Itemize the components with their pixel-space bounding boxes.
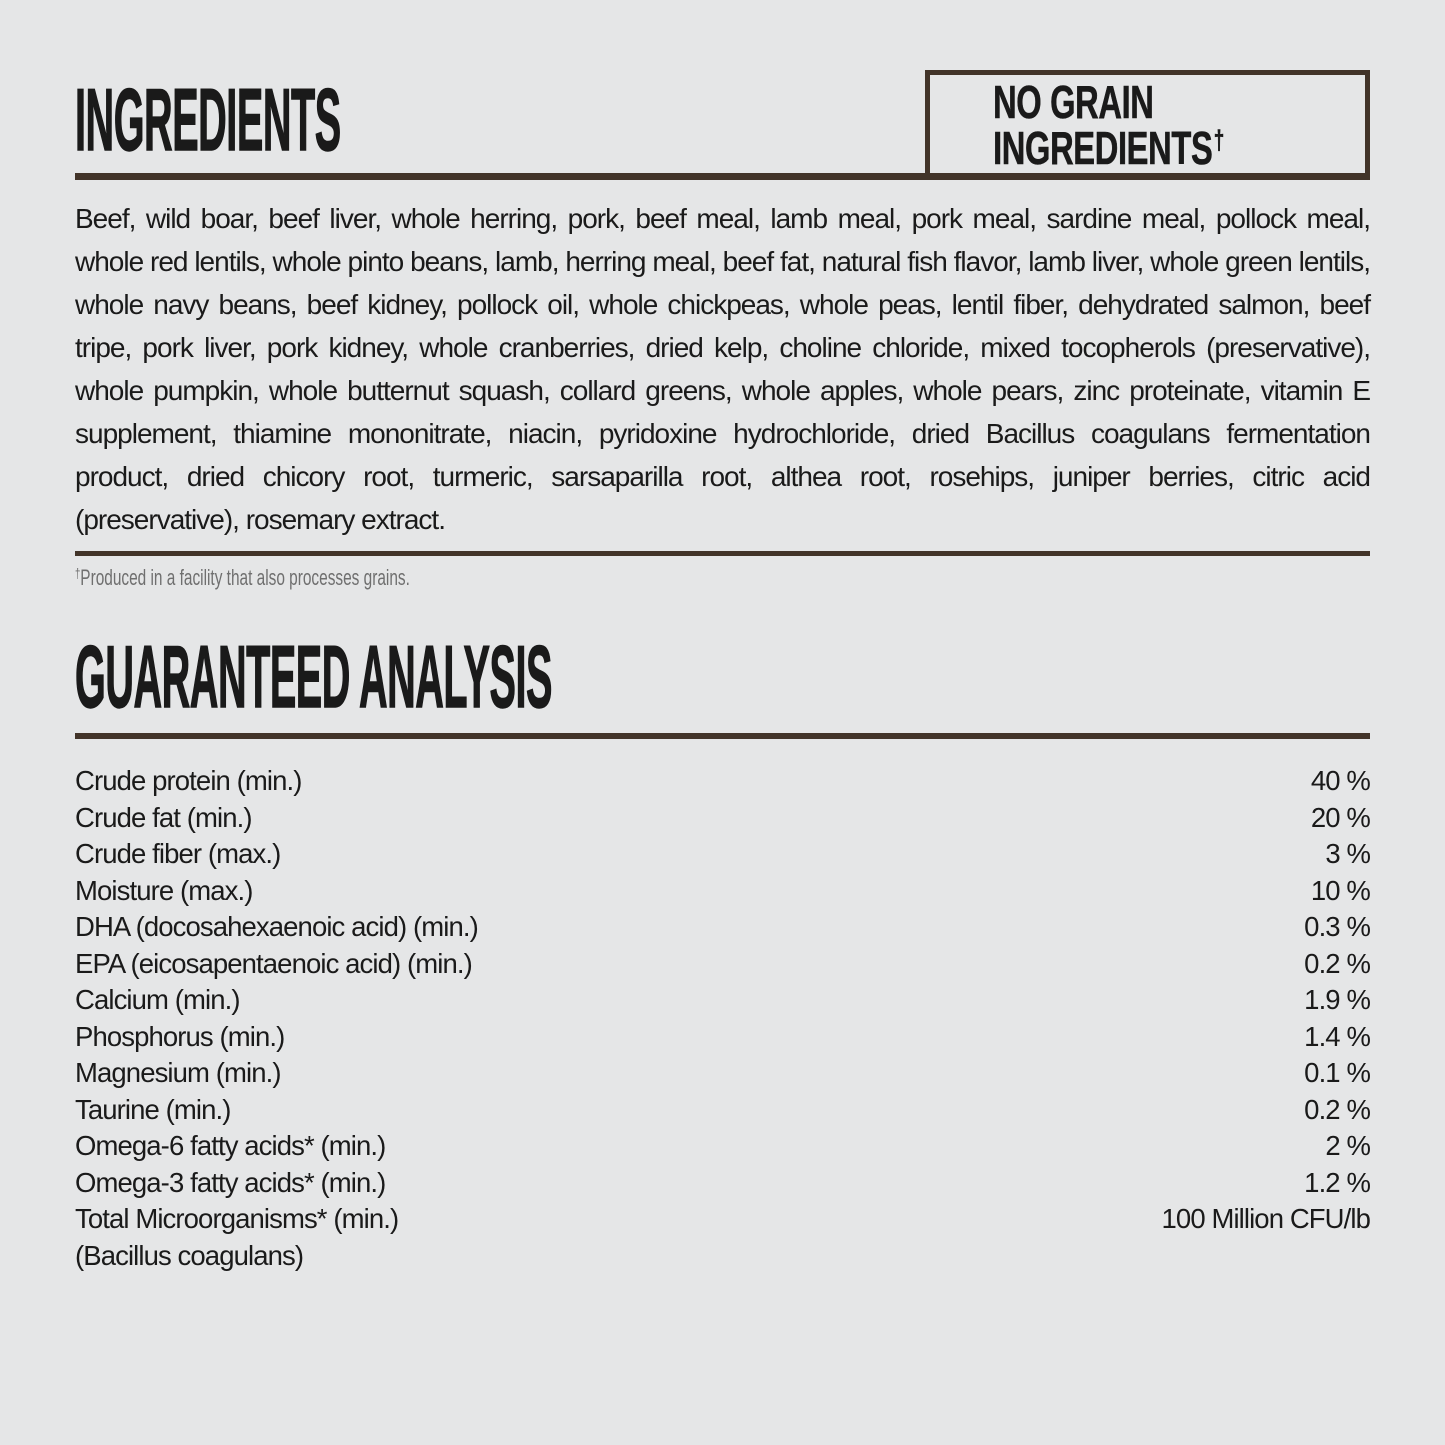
grain-facility-footnote: †Produced in a facility that also proces… [75, 565, 410, 590]
analysis-label: Calcium (min.) [75, 984, 241, 1015]
analysis-label: Magnesium (min.) [75, 1057, 282, 1088]
footnote-divider-rule [75, 551, 1370, 556]
dagger-mark: † [1213, 125, 1225, 156]
guaranteed-analysis-section-title: GUARANTEED ANALYSIS [75, 627, 1135, 726]
analysis-value: 1.2 % [1304, 1166, 1371, 1198]
table-row: Calcium (min.) 1.9 % [75, 982, 1371, 1019]
analysis-value: 0.2 % [1304, 947, 1371, 979]
analysis-label: Taurine (min.) [75, 1093, 231, 1125]
analysis-label: EPA (eicosapentaenoic acid) (min.) [75, 947, 473, 979]
analysis-label: Omega-3 fatty acids* (min.) [75, 1166, 386, 1198]
analysis-value: 10 % [1310, 874, 1371, 906]
table-row: Moisture (max.) 10 % [75, 873, 1371, 910]
analysis-label: Total Microorganisms* (min.) [75, 1203, 399, 1234]
analysis-label: Crude fat (min.) [75, 801, 253, 833]
dagger-mark: † [75, 566, 81, 582]
analysis-divider-rule [75, 733, 1370, 739]
analysis-label: Phosphorus (min.) [75, 1020, 285, 1052]
analysis-label: DHA (docosahexaenoic acid) (min.) [75, 911, 479, 942]
ingredients-divider-rule [75, 173, 1370, 180]
analysis-label: (Bacillus coagulans) [75, 1239, 304, 1271]
analysis-label: Omega-6 fatty acids* (min.) [75, 1130, 386, 1161]
table-row: Crude fiber (max.) 3 % [75, 836, 1371, 873]
guaranteed-analysis-table: Crude protein (min.) 40 % Crude fat (min… [75, 763, 1371, 1275]
analysis-value: 0.2 % [1304, 1093, 1371, 1125]
analysis-label: Crude protein (min.) [75, 765, 302, 796]
table-row: EPA (eicosapentaenoic acid) (min.) 0.2 % [75, 946, 1371, 983]
analysis-value: 20 % [1310, 801, 1371, 833]
table-row: Crude fat (min.) 20 % [75, 800, 1371, 837]
analysis-label: Crude fiber (max.) [75, 838, 281, 869]
table-row: DHA (docosahexaenoic acid) (min.) 0.3 % [75, 909, 1371, 946]
table-row: (Bacillus coagulans) [75, 1238, 1370, 1275]
analysis-value: 100 Million CFU/lb [1161, 1203, 1371, 1234]
analysis-value: 0.3 % [1304, 911, 1371, 942]
analysis-value: 1.4 % [1304, 1020, 1371, 1052]
table-row: Crude protein (min.) 40 % [75, 763, 1371, 800]
no-grain-badge: NO GRAIN INGREDIENTS† [925, 70, 1370, 180]
analysis-value: 3 % [1325, 838, 1371, 869]
analysis-value: 2 % [1325, 1130, 1371, 1161]
ingredients-section-title: INGREDIENTS [75, 70, 665, 169]
analysis-label: Moisture (max.) [75, 874, 253, 906]
table-row: Omega-3 fatty acids* (min.) 1.2 % [75, 1165, 1371, 1202]
no-grain-badge-text: NO GRAIN INGREDIENTS† [993, 76, 1225, 174]
ingredients-list-paragraph: Beef, wild boar, beef liver, whole herri… [75, 203, 1371, 535]
analysis-value: 0.1 % [1304, 1057, 1371, 1088]
table-row: Omega-6 fatty acids* (min.) 2 % [75, 1128, 1371, 1165]
ingredients-title-text: INGREDIENTS [75, 70, 342, 169]
analysis-value: 40 % [1310, 765, 1371, 796]
guaranteed-analysis-title-text: GUARANTEED ANALYSIS [75, 627, 553, 726]
table-row: Total Microorganisms* (min.) 100 Million… [75, 1201, 1371, 1238]
table-row: Taurine (min.) 0.2 % [75, 1092, 1371, 1129]
analysis-value: 1.9 % [1304, 984, 1371, 1015]
table-row: Magnesium (min.) 0.1 % [75, 1055, 1371, 1092]
table-row: Phosphorus (min.) 1.4 % [75, 1019, 1371, 1056]
